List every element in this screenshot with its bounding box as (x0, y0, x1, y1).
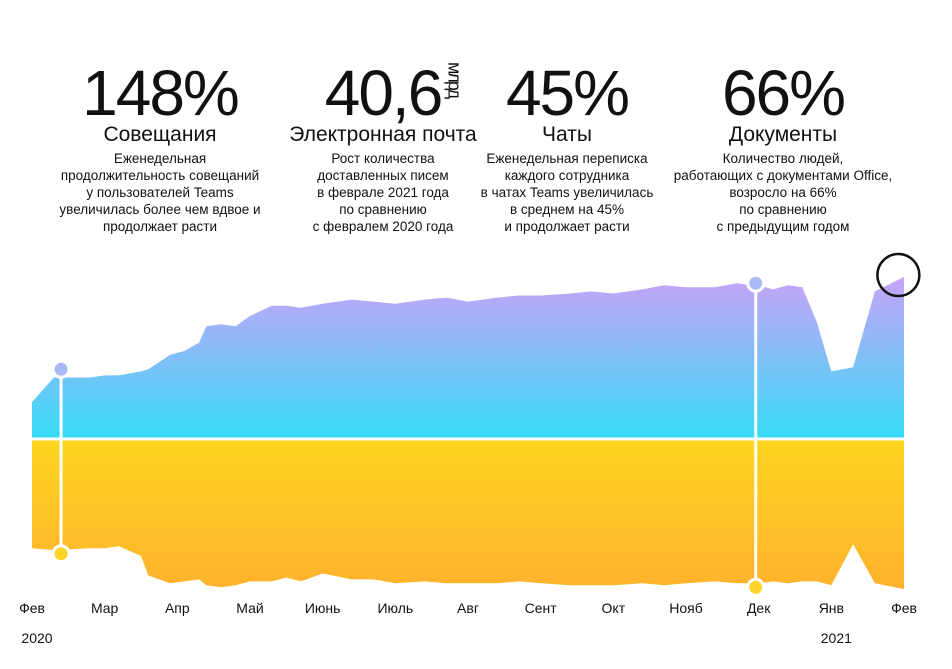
stat-description-line: Рост количества (331, 151, 435, 166)
stat-description-line: в феврале 2021 года (317, 185, 449, 200)
top-area-series (32, 277, 904, 439)
marker-dot-top (51, 359, 71, 379)
x-tick-label: Янв (818, 600, 844, 616)
x-tick-label: Авг (457, 600, 479, 616)
stat-value: 148% (82, 57, 240, 129)
stat-block: 40,6 млрд Электронная почта Рост количества… (289, 58, 476, 235)
stat-unit: млрд (444, 62, 465, 97)
stat-description-line: по сравнению (339, 202, 427, 217)
stat-description-line: возросло на 66% (729, 185, 837, 200)
x-tick-label: Июнь (304, 600, 341, 616)
stat-block: 45% Чаты Еженедельная переписка каждого сот… (481, 58, 654, 235)
stat-label: Электронная почта (289, 123, 477, 146)
stat-description-line: Еженедельная переписка (486, 151, 648, 166)
x-tick-label: Мар (90, 600, 119, 616)
stat-value: 66% (721, 57, 846, 129)
stat-description: Еженедельная переписка каждого сотрудника… (481, 150, 654, 235)
x-tick-label: Окт (601, 600, 626, 616)
stat-description: Рост количества доставленных писем в февра… (289, 150, 476, 235)
stat-description-line: с предыдущим годом (716, 219, 850, 234)
x-tick-label: Фев (19, 600, 45, 616)
stat-block: 148% Совещания Еженедельная продолжительнос… (59, 58, 260, 235)
marker-dot-bottom (51, 544, 71, 564)
stat-description: Количество людей, работающих с документам… (674, 150, 892, 235)
x-tick-label: Июль (377, 600, 414, 616)
stat-value: 40,6 млрд (324, 57, 465, 129)
marker-dot-top (746, 273, 766, 293)
markers-layer (51, 252, 921, 597)
x-tick-label: Сент (524, 600, 557, 616)
stat-description-line: по сравнению (739, 202, 827, 217)
x-tick-label: Дек (746, 600, 771, 616)
stat-description-line: у пользователей Teams (86, 185, 234, 200)
year-label: 2020 (21, 630, 53, 646)
stat-description: Еженедельная продолжительность совещаний у… (59, 150, 260, 235)
stat-description-line: увеличилась более чем вдвое и (59, 202, 261, 217)
stat-description-line: Количество людей, (722, 151, 844, 166)
bottom-area-series (32, 439, 904, 590)
stat-description-line: в среднем на 45% (510, 202, 624, 217)
x-tick-label: Апр (164, 600, 190, 616)
x-tick-label: Май (236, 600, 264, 616)
stat-description-line: доставленных писем (317, 168, 449, 183)
stat-description-line: с февралем 2020 года (312, 219, 454, 234)
stat-label: Документы (728, 123, 838, 146)
year-label: 2021 (820, 630, 852, 646)
marker-dot-bottom (746, 577, 766, 597)
stat-description-line: работающих с документами Office, (673, 168, 893, 183)
x-tick-label: Фев (891, 600, 917, 616)
highlight-ring (876, 252, 921, 298)
stat-label: Чаты (542, 123, 592, 146)
x-tick-label: Нояб (669, 600, 703, 616)
stat-label: Совещания (103, 123, 217, 146)
stat-block: 66% Документы Количество людей, работающих … (674, 58, 892, 235)
stat-description-line: продолжительность совещаний (60, 168, 260, 183)
stat-description-line: каждого сотрудника (504, 168, 630, 183)
stat-description-line: продолжает расти (102, 219, 218, 234)
stat-value: 45% (505, 57, 630, 129)
stat-description-line: Еженедельная (113, 151, 207, 166)
stat-description-line: и продолжает расти (504, 219, 630, 234)
stat-description-line: в чатах Teams увеличилась (480, 185, 654, 200)
